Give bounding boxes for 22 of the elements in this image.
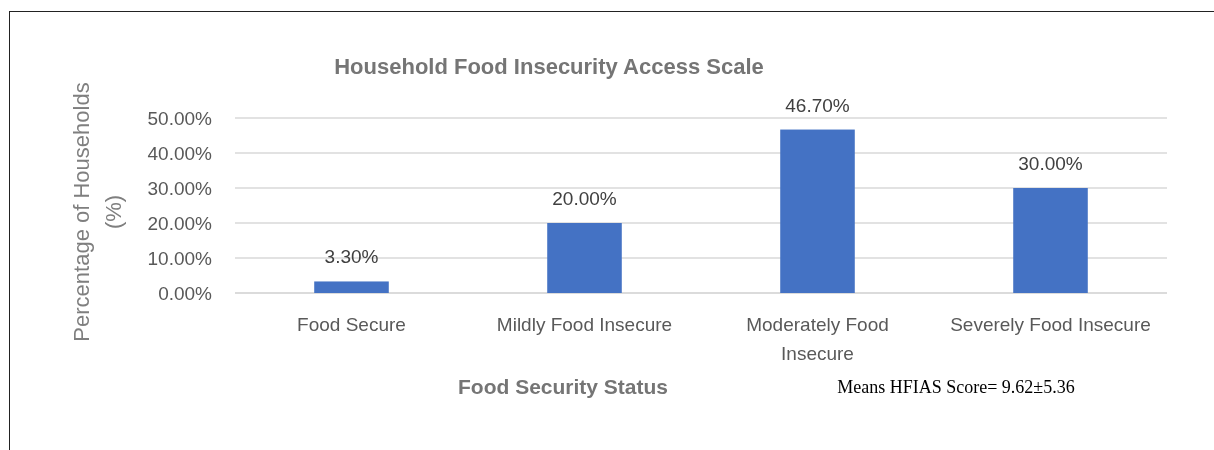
x-tick-label: Severely Food Insecure: [950, 314, 1151, 335]
data-label: 3.30%: [324, 246, 379, 268]
data-label: 46.70%: [785, 94, 850, 116]
bar: [547, 223, 622, 293]
x-tick-label: Moderately Food Insecure: [746, 314, 889, 364]
y-tick-label: 0.00%: [158, 282, 213, 304]
bar: [780, 129, 855, 293]
y-tick-label: 40.00%: [147, 142, 213, 164]
x-tick-label: Mildly Food Insecure: [496, 314, 673, 335]
y-tick-label: 50.00%: [147, 107, 213, 129]
bar: [314, 281, 389, 293]
y-tick-label: 10.00%: [147, 247, 213, 269]
data-label: 30.00%: [1018, 153, 1083, 174]
y-tick-label: 20.00%: [147, 212, 213, 234]
bar: [1013, 188, 1088, 293]
x-tick-label: Food Secure: [297, 314, 406, 335]
x-axis-title: Food Security Status: [457, 375, 669, 398]
data-label: 20.00%: [552, 188, 617, 209]
y-axis-title: Percentage of Households (%): [69, 82, 126, 342]
text: Means HFIAS Score= 9.62±5.36: [837, 377, 1075, 397]
chart-title: Household Food Insecurity Access Scale: [334, 54, 764, 79]
y-tick-label: 30.00%: [147, 177, 213, 199]
